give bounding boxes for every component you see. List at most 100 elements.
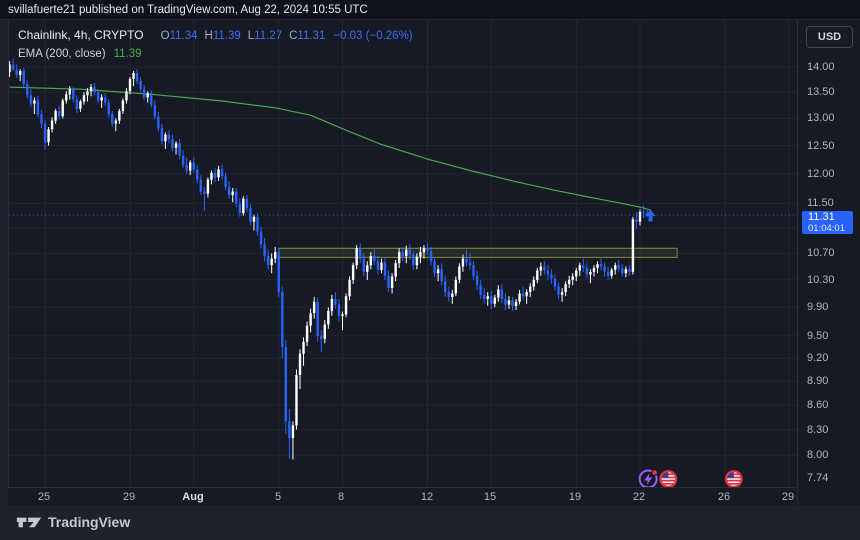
- candle: [472, 265, 475, 276]
- ema-legend-row[interactable]: EMA (200, close) 11.39: [18, 44, 413, 62]
- candle: [468, 262, 472, 266]
- candle: [86, 91, 89, 96]
- currency-toggle-button[interactable]: USD: [806, 26, 853, 48]
- candle: [15, 69, 18, 75]
- open-label: O: [160, 30, 170, 42]
- time-tick-label: 5: [274, 491, 282, 503]
- candle: [564, 283, 567, 293]
- candle: [635, 219, 638, 222]
- candle: [309, 313, 312, 326]
- tradingview-logo[interactable]: TradingView: [16, 514, 130, 530]
- candle: [614, 265, 617, 270]
- candle: [104, 97, 107, 103]
- chart-canvas[interactable]: [8, 20, 798, 487]
- candle: [362, 258, 365, 272]
- candle: [617, 265, 620, 269]
- candle: [592, 267, 596, 272]
- candle: [454, 279, 458, 294]
- candle: [245, 198, 249, 209]
- candle: [575, 270, 578, 277]
- candle: [539, 266, 543, 271]
- candle: [405, 249, 408, 257]
- candle: [33, 100, 36, 104]
- candle: [606, 271, 610, 276]
- candle: [160, 128, 164, 142]
- candle: [599, 263, 603, 267]
- candle: [408, 249, 411, 255]
- candle: [628, 269, 631, 272]
- price-tick-label: 14.00: [807, 61, 835, 73]
- candle: [557, 286, 560, 295]
- candle: [135, 73, 139, 81]
- candle: [461, 258, 465, 267]
- candle: [532, 279, 535, 287]
- time-axis[interactable]: 25 29 Aug 5 8 12 15 19 22 26 29: [8, 487, 797, 505]
- price-tick-label: 11.50: [807, 197, 834, 209]
- bar-countdown-timer: 01:04:01: [808, 222, 845, 234]
- candle: [511, 300, 514, 306]
- resistance-zone-box[interactable]: [278, 247, 678, 258]
- candle: [433, 261, 436, 274]
- candle: [281, 292, 284, 347]
- candle: [36, 100, 40, 115]
- candle: [26, 84, 29, 96]
- candle: [274, 252, 277, 259]
- candle: [189, 162, 192, 171]
- low-label: L: [247, 30, 255, 42]
- candle: [132, 73, 135, 79]
- low-value: 11.27: [254, 30, 283, 42]
- candle: [277, 252, 280, 292]
- last-price-value: 11.31: [808, 211, 835, 223]
- candle: [19, 71, 22, 75]
- candle: [578, 265, 581, 271]
- candle: [174, 143, 178, 148]
- crypto-event-icon[interactable]: [638, 469, 658, 487]
- candle: [507, 300, 511, 305]
- change-value: −0.03 (−0.26%): [333, 30, 413, 42]
- candle: [316, 301, 319, 336]
- candle: [213, 172, 217, 178]
- candle: [100, 97, 103, 101]
- candle: [373, 256, 376, 262]
- candle: [47, 129, 50, 143]
- us-economic-event-icon[interactable]: [659, 470, 678, 487]
- candle: [323, 324, 326, 339]
- candle: [203, 191, 206, 194]
- candle: [150, 93, 153, 105]
- candle: [458, 266, 461, 280]
- symbol-title[interactable]: Chainlink, 4h, CRYPTO: [18, 28, 144, 42]
- candle: [9, 64, 11, 72]
- high-value: 11.39: [212, 30, 241, 42]
- candle: [383, 262, 387, 276]
- candle: [107, 102, 110, 115]
- candle: [302, 341, 305, 354]
- high-label: H: [204, 30, 213, 42]
- candle: [238, 203, 241, 214]
- candle: [514, 301, 518, 306]
- candle: [128, 79, 132, 92]
- price-axis[interactable]: USD 14.00 13.50 13.00 12.50 12.00 11.50 10.70 1…: [797, 20, 860, 505]
- ema-indicator-label[interactable]: EMA (200, close): [18, 48, 106, 60]
- price-tick-label: 8.30: [807, 424, 829, 436]
- candle: [334, 299, 337, 305]
- candle: [500, 289, 504, 299]
- candlestick-chart[interactable]: [9, 20, 798, 487]
- symbol-legend-row[interactable]: Chainlink, 4h, CRYPTO O11.34 H11.39 L11.27 C…: [18, 26, 413, 44]
- price-tick-label: 7.74: [807, 472, 829, 484]
- candle: [164, 134, 167, 142]
- candle: [79, 101, 82, 109]
- candle: [518, 293, 521, 302]
- price-tick-label: 10.70: [807, 247, 835, 259]
- candle: [567, 279, 571, 284]
- publish-info-text: svillafuerte21 published on TradingView.…: [8, 4, 368, 16]
- price-tick-label: 12.50: [807, 140, 835, 152]
- lightning-bolt-icon: [644, 473, 653, 485]
- tradingview-logo-text: TradingView: [48, 514, 131, 530]
- us-economic-event-icon[interactable]: [724, 470, 743, 487]
- candle: [560, 292, 564, 295]
- candle: [536, 270, 539, 280]
- candle: [125, 91, 128, 101]
- candle: [210, 172, 213, 180]
- candle: [220, 169, 224, 177]
